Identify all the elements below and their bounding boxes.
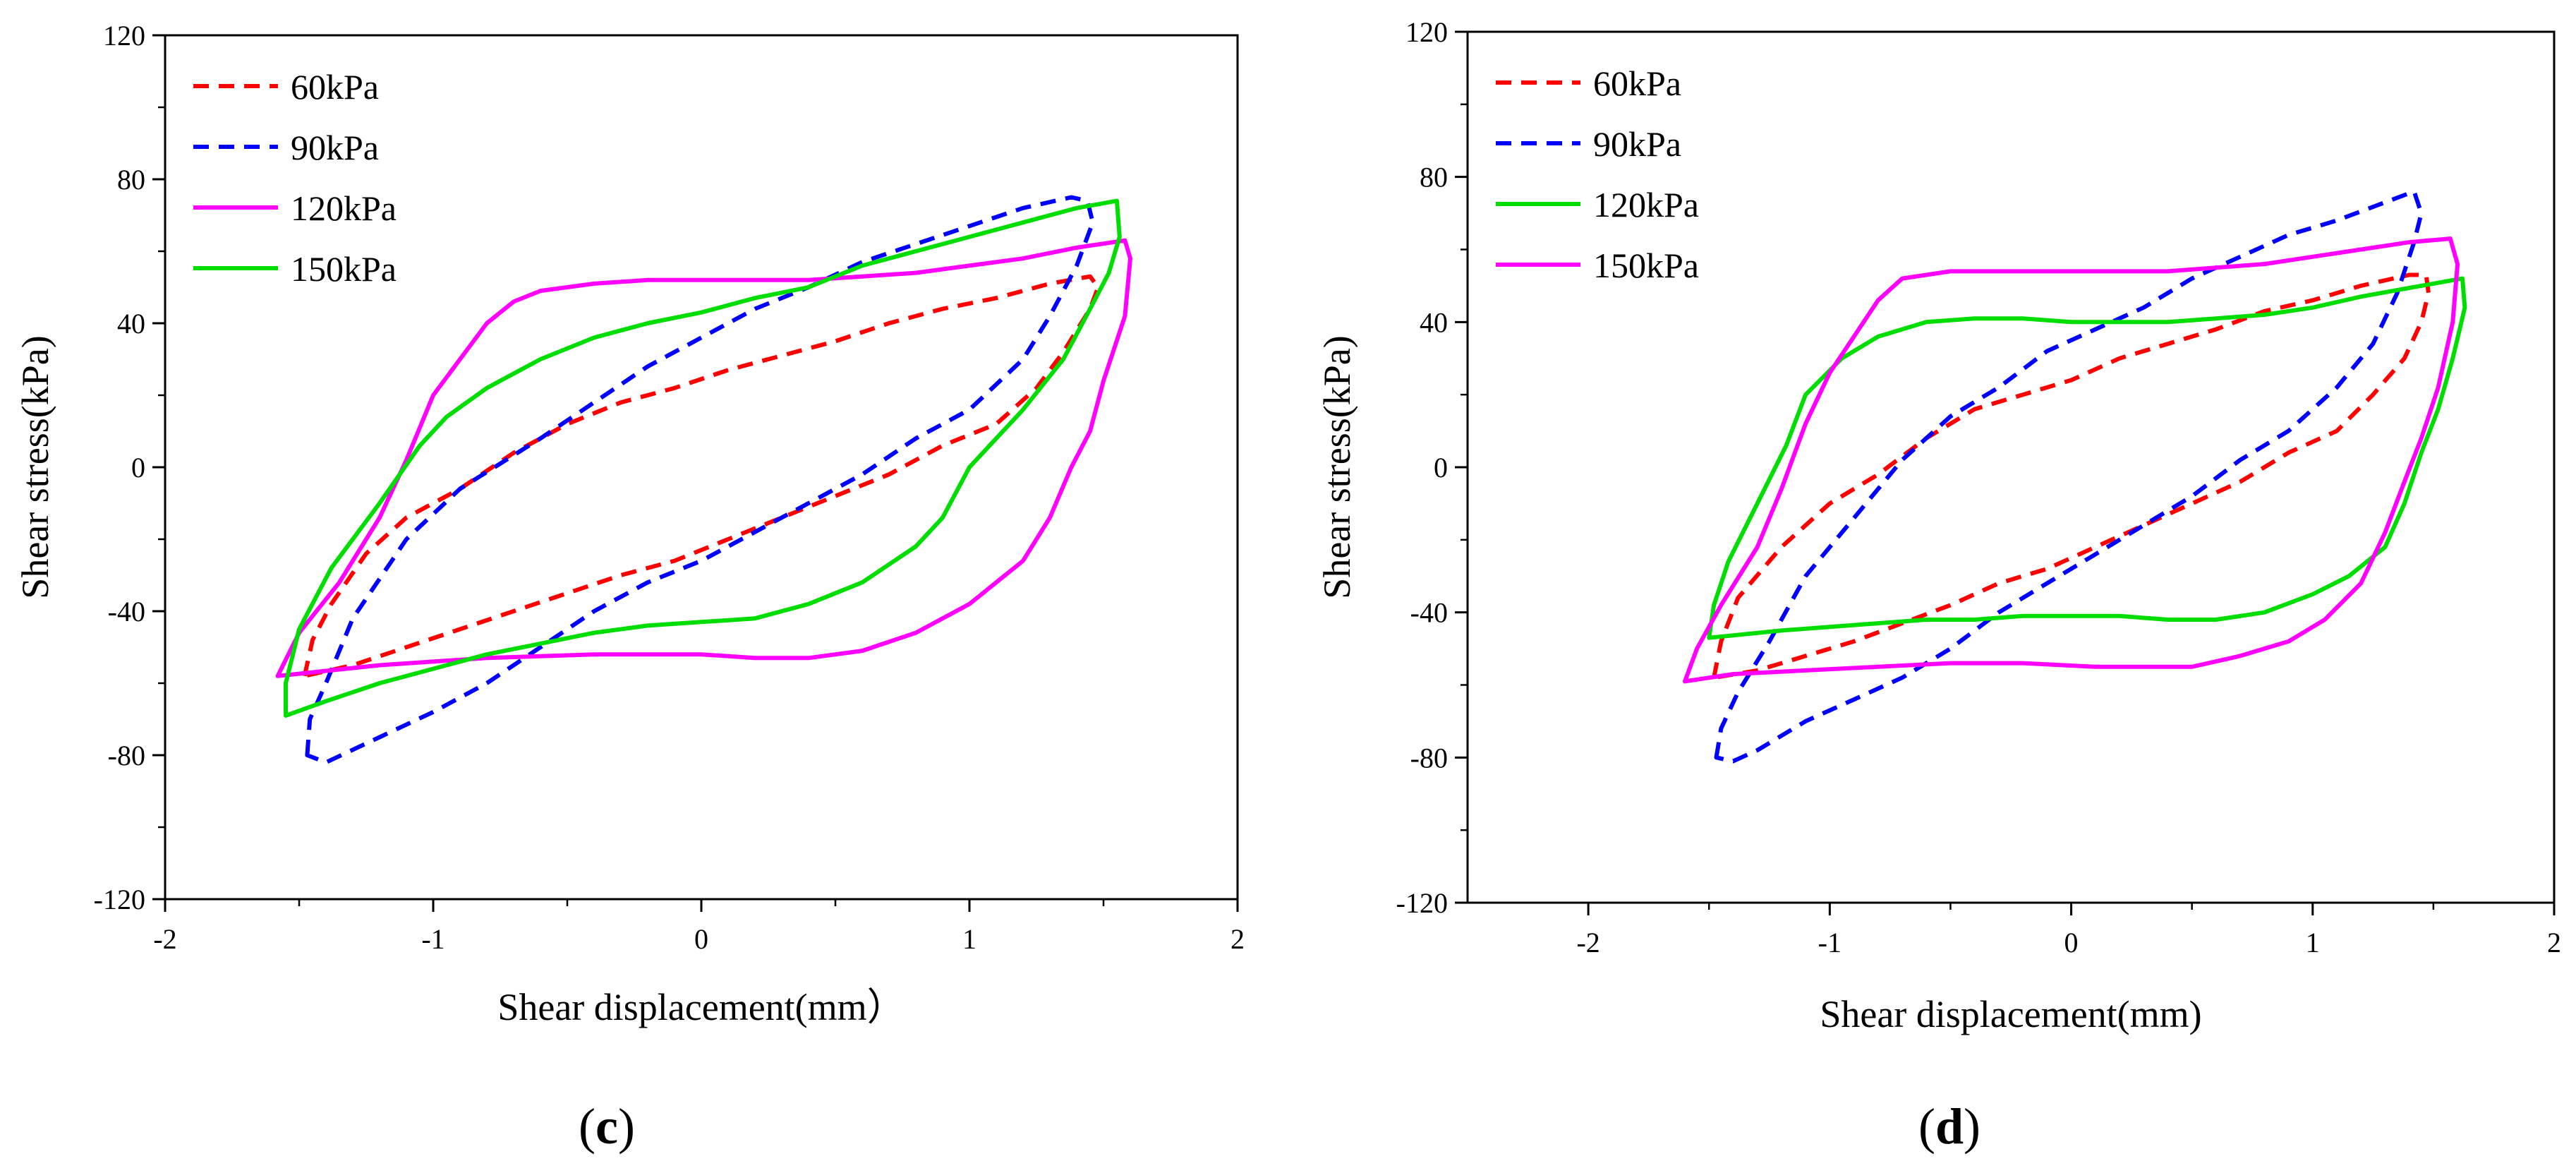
y-tick-label: 40 xyxy=(117,308,145,339)
legend-label: 150kPa xyxy=(1593,246,1699,285)
y-tick-label: -40 xyxy=(1410,597,1448,629)
series-line-120kPa xyxy=(275,238,1132,678)
y-tick-label: -40 xyxy=(108,596,145,627)
panel-label: (c) xyxy=(579,1098,635,1155)
series-line-60kPa xyxy=(302,274,1101,678)
x-tick-label: 0 xyxy=(694,923,708,955)
x-axis-title: Shear displacement(mm) xyxy=(1820,993,2201,1035)
x-tick-label: -2 xyxy=(1576,927,1600,958)
panel-label: (d) xyxy=(1918,1098,1981,1155)
y-tick-label: 80 xyxy=(117,164,145,196)
legend: 60kPa 90kPa 120kPa 150kPa xyxy=(193,67,397,289)
y-axis-title: Shear stress(kPa) xyxy=(14,335,56,598)
series-line-90kPa xyxy=(1714,189,2424,764)
x-tick-label: -1 xyxy=(421,923,445,955)
x-tick-label: 2 xyxy=(2547,927,2561,958)
series-line-120kPa xyxy=(1707,276,2467,640)
x-tick-label: 0 xyxy=(2064,927,2079,958)
y-tick-label: -80 xyxy=(108,740,145,771)
x-tick-label: 1 xyxy=(2306,927,2320,958)
series-line-150kPa xyxy=(1683,236,2460,684)
legend-label: 150kPa xyxy=(291,249,397,289)
chart-panel-d: -2 -1 0 1 2 -120 -80 -40 0 40 80 120 60kPa 90kPa 120k… xyxy=(1316,16,2561,1155)
x-tick-label: 1 xyxy=(962,923,976,955)
axis-ticks: -2 -1 0 1 2 -120 -80 -40 0 40 80 120 xyxy=(94,20,1245,955)
panel-letter: c xyxy=(595,1098,618,1155)
y-tick-label: -120 xyxy=(94,884,145,915)
y-tick-label: 40 xyxy=(1420,306,1448,338)
series-group xyxy=(275,195,1132,765)
legend-label: 120kPa xyxy=(291,188,397,228)
y-axis-title: Shear stress(kPa) xyxy=(1316,335,1358,598)
legend-label: 60kPa xyxy=(1593,64,1681,103)
series-line-90kPa xyxy=(305,195,1095,765)
legend-label: 60kPa xyxy=(291,67,379,107)
legend-label: 120kPa xyxy=(1593,185,1699,224)
y-tick-label: 80 xyxy=(1420,162,1448,193)
y-tick-label: 0 xyxy=(1434,452,1448,483)
x-tick-label: -2 xyxy=(153,923,176,955)
y-tick-label: -120 xyxy=(1396,887,1448,919)
series-line-150kPa xyxy=(284,198,1122,718)
legend: 60kPa 90kPa 120kPa 150kPa xyxy=(1496,64,1699,285)
y-tick-label: 0 xyxy=(131,452,145,483)
y-tick-label: 120 xyxy=(103,20,145,52)
y-tick-label: -80 xyxy=(1410,742,1448,774)
x-axis-title: Shear displacement(mm） xyxy=(497,986,905,1028)
legend-label: 90kPa xyxy=(1593,124,1681,164)
panel-letter: d xyxy=(1935,1098,1964,1155)
axis-ticks: -2 -1 0 1 2 -120 -80 -40 0 40 80 120 xyxy=(1396,16,2561,958)
legend-label: 90kPa xyxy=(291,128,379,167)
y-tick-label: 120 xyxy=(1405,16,1448,48)
series-group xyxy=(1683,189,2467,764)
chart-panel-c: -2 -1 0 1 2 -120 -80 -40 0 40 80 120 60kPa 90kPa 120k… xyxy=(14,20,1245,1155)
x-tick-label: -1 xyxy=(1818,927,1842,958)
x-tick-label: 2 xyxy=(1230,923,1245,955)
